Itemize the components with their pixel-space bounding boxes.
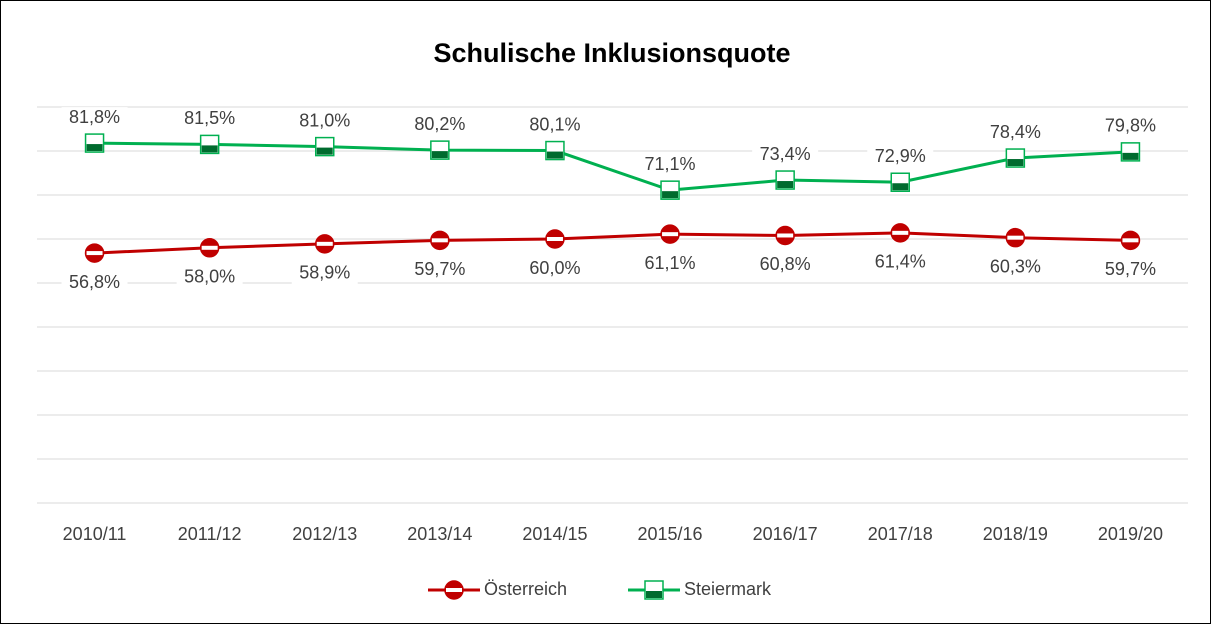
marker-band (431, 238, 448, 243)
marker-band (892, 230, 909, 235)
data-label: 58,0% (184, 267, 235, 287)
data-label: 61,1% (645, 253, 696, 273)
label-bg (982, 256, 1049, 279)
marker-fill (316, 147, 333, 155)
data-label: 73,4% (760, 144, 811, 164)
marker-fill (546, 151, 563, 159)
line (94, 141, 1131, 192)
legend-marker (444, 580, 464, 600)
data-label: 72,9% (875, 146, 926, 166)
label-bg (406, 259, 473, 282)
label-bg (521, 114, 588, 137)
data-label: 60,0% (529, 258, 580, 278)
marker-band (316, 241, 333, 246)
marker-fill (892, 183, 909, 191)
marker-fill (1122, 152, 1139, 160)
label-bg (1097, 115, 1164, 138)
x-tick-label: 2011/12 (178, 524, 242, 544)
label-bg (521, 258, 588, 280)
x-tick-label: 2017/18 (868, 524, 933, 544)
label-bg (982, 122, 1049, 145)
marker-fill (777, 181, 794, 189)
marker-fill (201, 145, 218, 153)
x-tick-label: 2015/16 (638, 524, 703, 544)
data-label: 59,7% (414, 259, 465, 279)
x-tick-label: 2019/20 (1098, 524, 1163, 544)
data-label: 81,5% (184, 108, 235, 128)
data-label: 60,3% (990, 256, 1041, 276)
data-label: 79,8% (1105, 116, 1156, 136)
marker-fill (1007, 159, 1024, 167)
marker-fill (431, 151, 448, 159)
x-tick-label: 2014/15 (522, 524, 587, 544)
data-label: 78,4% (990, 122, 1041, 142)
data-label: 81,8% (69, 107, 120, 127)
data-label: 58,9% (299, 263, 350, 283)
legend-label: Steiermark (684, 579, 772, 599)
marker-fill (662, 191, 679, 199)
x-tick-label: 2012/13 (292, 524, 357, 544)
marker-band (201, 245, 218, 250)
chart-title: Schulische Inklusionsquote (433, 38, 790, 68)
data-label: 71,1% (645, 154, 696, 174)
marker-band (546, 237, 563, 241)
label-bg (61, 107, 128, 130)
data-label: 81,0% (299, 110, 350, 130)
label-bg (291, 262, 358, 285)
data-label: 80,2% (414, 114, 465, 134)
data-label: 61,4% (875, 252, 926, 272)
label-bg (406, 114, 473, 137)
data-label: 80,1% (529, 114, 580, 134)
legend-label: Österreich (484, 579, 567, 599)
label-bg (752, 144, 819, 167)
label-bg (752, 254, 819, 277)
marker-band (446, 588, 462, 592)
label-bg (867, 146, 934, 169)
label-bg (1097, 259, 1164, 282)
label-bg (637, 253, 704, 276)
label-bg (176, 266, 243, 289)
marker-band (777, 233, 794, 238)
x-tick-label: 2018/19 (983, 524, 1048, 544)
label-bg (61, 272, 128, 295)
marker-fill (646, 591, 662, 598)
marker-band (1007, 235, 1024, 240)
legend-marker (644, 580, 664, 600)
x-tick-label: 2016/17 (753, 524, 818, 544)
data-label: 56,8% (69, 272, 120, 292)
marker-band (662, 232, 679, 237)
x-tick-label: 2010/11 (63, 524, 127, 544)
line (94, 231, 1131, 255)
marker-fill (86, 144, 103, 152)
label-bg (637, 154, 704, 177)
x-tick-label: 2013/14 (407, 524, 472, 544)
marker-band (86, 251, 103, 256)
label-bg (291, 110, 358, 133)
marker-band (1122, 238, 1139, 243)
label-bg (867, 251, 934, 274)
data-label: 60,8% (760, 254, 811, 274)
data-label: 59,7% (1105, 259, 1156, 279)
label-bg (176, 108, 243, 131)
